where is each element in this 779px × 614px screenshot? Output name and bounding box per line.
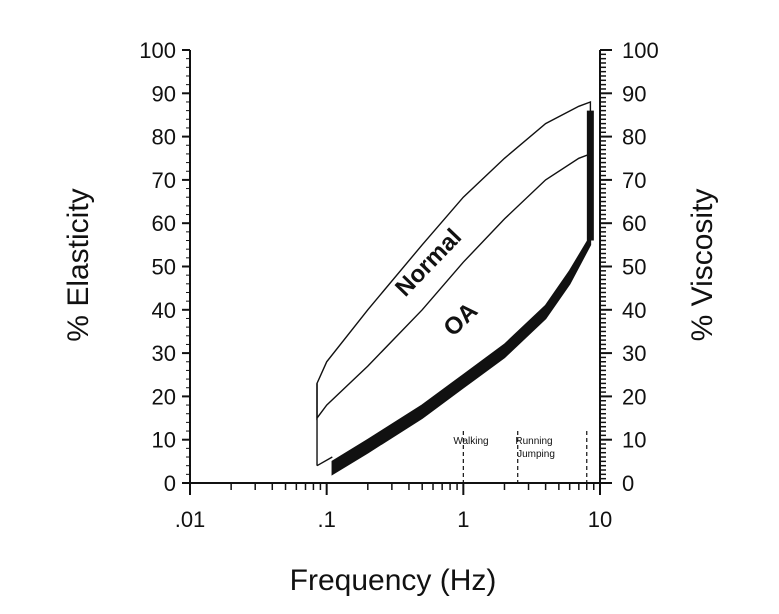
x-tick-label: 10: [588, 507, 612, 532]
y-axis-title: % Elasticity: [62, 188, 95, 341]
annotation-jumping: Jumping: [517, 449, 555, 460]
y-tick-label: 60: [152, 211, 176, 236]
annotation-normal: Normal: [390, 224, 467, 302]
annotation-walking: Walking: [453, 436, 488, 447]
y-tick-label: 90: [152, 81, 176, 106]
annotation-oa: OA: [438, 297, 483, 341]
y-tick-label: 30: [152, 341, 176, 366]
y2-tick-label: 0: [622, 471, 634, 496]
y-tick-label: 10: [152, 428, 176, 453]
normal-band: [316, 100, 592, 421]
y2-tick-label: 80: [622, 125, 646, 150]
x-axis-title: Frequency (Hz): [290, 564, 497, 597]
y2-tick-label: 50: [622, 255, 646, 280]
y2-tick-label: 10: [622, 428, 646, 453]
x-tick-label: .1: [317, 507, 335, 532]
annotations: Normal OA Walking Running Jumping: [390, 224, 555, 460]
y2-axis-title: % Viscosity: [686, 189, 719, 342]
y-tick-label: 100: [139, 38, 176, 63]
y2-tick-label: 100: [622, 38, 659, 63]
y2-tick-label: 70: [622, 168, 646, 193]
x-tick-label: 1: [457, 507, 469, 532]
y-tick-label: 50: [152, 255, 176, 280]
y-tick-label: 40: [152, 298, 176, 323]
y2-tick-label: 60: [622, 211, 646, 236]
y2-tick-label: 20: [622, 384, 646, 409]
y-tick-label: 0: [164, 471, 176, 496]
series-layer: [316, 100, 594, 483]
y-tick-label: 70: [152, 168, 176, 193]
y2-tick-label: 90: [622, 81, 646, 106]
y-tick-label: 20: [152, 384, 176, 409]
y-tick-label: 80: [152, 125, 176, 150]
normal-bottom-connector: [316, 456, 333, 467]
y2-tick-label: 30: [622, 341, 646, 366]
y2-tick-label: 40: [622, 298, 646, 323]
x-tick-label: .01: [175, 507, 206, 532]
annotation-running: Running: [515, 436, 552, 447]
oa-band: [331, 233, 592, 476]
